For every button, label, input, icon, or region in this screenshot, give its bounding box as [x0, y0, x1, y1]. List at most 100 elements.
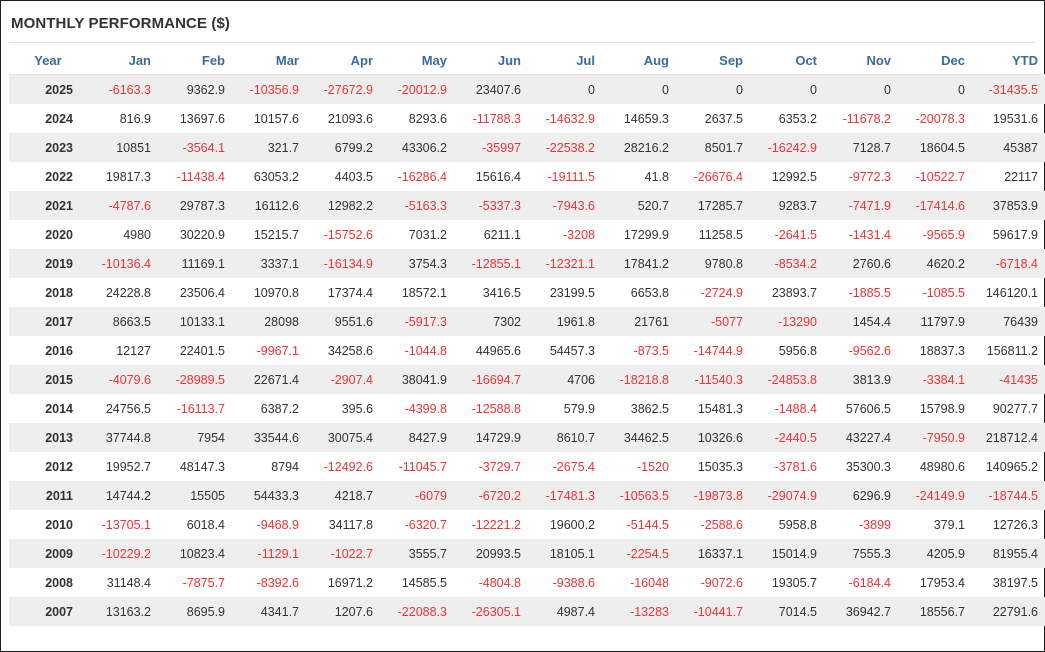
value-cell-aug: 3862.5	[630, 401, 669, 416]
year-cell: 2025	[9, 74, 87, 104]
value-cell-feb: -11438.4	[176, 169, 225, 184]
year-cell: 2009	[9, 539, 87, 568]
value-cell-may: 43306.2	[383, 133, 457, 162]
value-cell-may: 8427.9	[383, 423, 457, 452]
value-cell-may: -20012.9	[383, 74, 457, 104]
value-cell-feb: 23506.4	[179, 285, 225, 300]
value-cell-oct: -29074.9	[753, 481, 827, 510]
value-cell-nov: -9562.6	[848, 343, 891, 358]
value-cell-oct: 0	[753, 74, 827, 104]
value-cell-apr: 395.6	[341, 401, 373, 416]
value-cell-jan: 31148.4	[106, 575, 151, 590]
table-row: 2007 13163.2 8695.9 4341.7 1207.6 -22088.3 -26…	[9, 597, 1045, 626]
value-cell-dec: 0	[901, 74, 975, 104]
column-header-jul: Jul	[531, 46, 605, 75]
value-cell-nov: 6296.9	[827, 481, 901, 510]
value-cell-oct: -1488.4	[774, 401, 817, 416]
table-row: 2009 -10229.2 10823.4 -1129.1 -1022.7 3555.7 2…	[9, 539, 1045, 568]
value-cell-dec: -1085.5	[922, 285, 965, 300]
value-cell-may: 3555.7	[383, 539, 457, 568]
table-row: 2014 24756.5 -16113.7 6387.2 395.6 -4399.8 -12…	[9, 394, 1045, 423]
value-cell-sep: -9072.6	[700, 575, 743, 590]
value-cell-nov: -7471.9	[827, 191, 901, 220]
value-cell-mar: 8794	[271, 459, 299, 474]
value-cell-aug: -2254.5	[605, 539, 679, 568]
value-cell-oct: 5956.8	[778, 343, 817, 358]
value-cell-jul: 8610.7	[531, 423, 605, 452]
value-cell-dec: 18604.5	[901, 133, 975, 162]
value-cell-dec: 4620.2	[901, 249, 975, 278]
value-cell-ytd: -18744.5	[975, 481, 1045, 510]
value-cell-jun: 3416.5	[482, 285, 521, 300]
value-cell-dec: 18556.7	[901, 597, 975, 626]
value-cell-nov: 2760.6	[827, 249, 901, 278]
value-cell-jan: -4787.6	[87, 191, 161, 220]
table-row: 2021 -4787.6 29787.3 16112.6 12982.2 -5163.3-…	[9, 191, 1045, 220]
value-cell-apr: -16134.9	[309, 249, 383, 278]
value-cell-jan: 10851	[87, 133, 161, 162]
value-cell-ytd: 22791.6	[975, 597, 1045, 626]
value-cell-nov: 43227.4	[827, 423, 901, 452]
value-cell-jan: 37744.8	[87, 423, 161, 452]
value-cell-sep: 11258.5	[698, 227, 743, 242]
value-cell-jan: -4079.6	[87, 365, 161, 394]
value-cell-jul: -19111.5	[547, 169, 596, 184]
value-cell-sep: 15481.3	[697, 401, 743, 416]
value-cell-dec: -17414.6	[901, 191, 975, 220]
value-cell-apr: -1022.7	[309, 539, 383, 568]
value-cell-jun: 15616.4	[475, 169, 521, 184]
value-cell-jul: 23199.5	[549, 285, 595, 300]
value-cell-jun: 14729.9	[457, 423, 531, 452]
value-cell-feb: 11169.1	[161, 249, 235, 278]
column-header-dec: Dec	[901, 46, 975, 75]
value-cell-nov: 1454.4	[827, 307, 901, 336]
value-cell-ytd: 140965.2	[985, 459, 1038, 474]
table-row: 2024 816.9 13697.6 10157.6 21093.6 8293.6 -117…	[9, 104, 1045, 133]
value-cell-apr: -15752.6	[323, 227, 373, 242]
value-cell-mar: 10970.8	[253, 285, 299, 300]
value-cell-mar: 22671.4	[235, 365, 309, 394]
value-cell-jun: 44965.6	[475, 343, 521, 358]
table-row: 2008 31148.4 -7875.7 -8392.6 16971.2 14585.5 -…	[9, 568, 1045, 597]
value-cell-dec: -9565.9	[922, 227, 965, 242]
value-cell-jan: 19817.3	[105, 169, 151, 184]
value-cell-jul: -22538.2	[531, 133, 605, 162]
value-cell-aug: 6653.8	[630, 285, 669, 300]
year-cell: 2017	[9, 307, 87, 336]
value-cell-sep: -2724.9	[700, 285, 743, 300]
value-cell-apr: 12982.2	[309, 191, 383, 220]
value-cell-jul: -2675.4	[552, 459, 595, 474]
value-cell-ytd: 22117	[1004, 169, 1038, 184]
year-cell: 2022	[45, 169, 73, 184]
value-cell-aug: -1520	[637, 459, 669, 474]
value-cell-ytd: -31435.5	[975, 74, 1045, 104]
value-cell-jan: -6163.3	[87, 74, 161, 104]
value-cell-may: 3754.3	[383, 249, 457, 278]
value-cell-dec: 17953.4	[919, 575, 965, 590]
column-header-jan: Jan	[87, 46, 161, 75]
value-cell-mar: -10356.9	[235, 74, 309, 104]
value-cell-ytd: 76439	[975, 307, 1045, 336]
table-row: 2018 24228.8 23506.4 10970.8 17374.4 18572.1 3…	[9, 278, 1045, 307]
value-cell-may: -5163.3	[383, 191, 457, 220]
value-cell-jul: 0	[531, 74, 605, 104]
value-cell-may: 8293.6	[408, 111, 447, 126]
value-cell-jun: 23407.6	[457, 74, 531, 104]
value-cell-may: -11045.7	[398, 459, 447, 474]
value-cell-jul: -17481.3	[531, 481, 605, 510]
table-row: 2015 -4079.6 -28989.5 22671.4 -2907.4 38041.9…	[9, 365, 1045, 394]
value-cell-jul: -14632.9	[545, 111, 595, 126]
table-row: 2012 19952.7 48147.3 8794 -12492.6 -11045.7 -3…	[9, 452, 1045, 481]
table-row: 2013 37744.8 7954 33544.6 30075.4 8427.9 14729…	[9, 423, 1045, 452]
year-cell: 2018	[45, 285, 73, 300]
value-cell-oct: -24853.8	[753, 365, 827, 394]
value-cell-apr: 16971.2	[327, 575, 373, 590]
value-cell-may: 14585.5	[401, 575, 447, 590]
value-cell-nov: 7555.3	[827, 539, 901, 568]
year-cell: 2019	[9, 249, 87, 278]
value-cell-aug: 17841.2	[605, 249, 679, 278]
value-cell-oct: 9283.7	[753, 191, 827, 220]
value-cell-mar: -1129.1	[235, 539, 309, 568]
value-cell-ytd: 218712.4	[975, 423, 1045, 452]
value-cell-feb: -3564.1	[161, 133, 235, 162]
